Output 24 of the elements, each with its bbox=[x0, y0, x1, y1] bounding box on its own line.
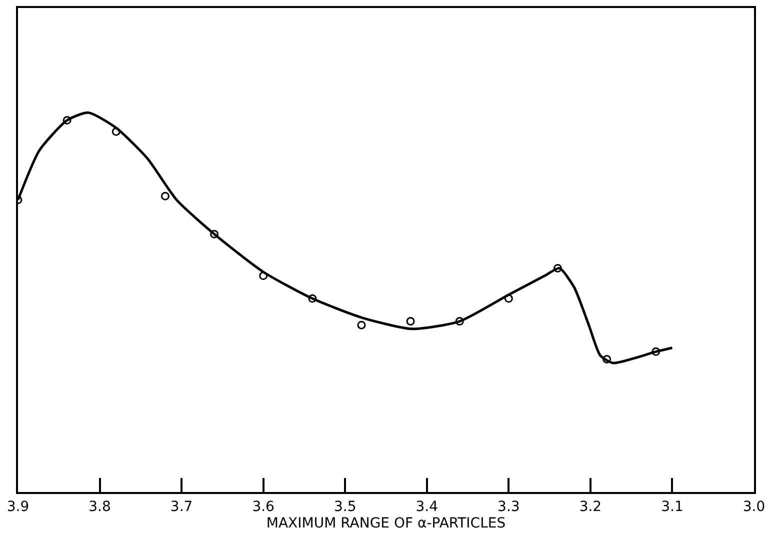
point bbox=[504, 294, 513, 303]
x-tick-label: 3.4 bbox=[416, 498, 438, 515]
x-tick-label: 3.6 bbox=[252, 498, 275, 515]
x-axis-title: MAXIMUM RANGE OF α-PARTICLES bbox=[266, 516, 506, 532]
point bbox=[455, 317, 464, 326]
point bbox=[357, 320, 366, 330]
point bbox=[406, 317, 415, 326]
point bbox=[652, 347, 660, 356]
point bbox=[112, 127, 120, 136]
x-tick-label: 3.9 bbox=[6, 498, 30, 515]
point bbox=[553, 264, 562, 272]
x-tick-label: 3.3 bbox=[498, 498, 520, 515]
point bbox=[308, 294, 317, 303]
x-tick-label: 3.2 bbox=[579, 498, 602, 515]
point bbox=[210, 230, 219, 238]
point bbox=[259, 272, 268, 280]
x-tick-label: 3.1 bbox=[661, 498, 684, 515]
x-tick-label: 3.7 bbox=[170, 498, 193, 515]
point bbox=[602, 354, 612, 364]
x-tick-label: 3.0 bbox=[742, 498, 766, 515]
point bbox=[160, 192, 170, 200]
x-tick-label: 3.8 bbox=[88, 498, 111, 515]
x-tick-label: 3.5 bbox=[334, 498, 356, 515]
point bbox=[62, 116, 72, 125]
